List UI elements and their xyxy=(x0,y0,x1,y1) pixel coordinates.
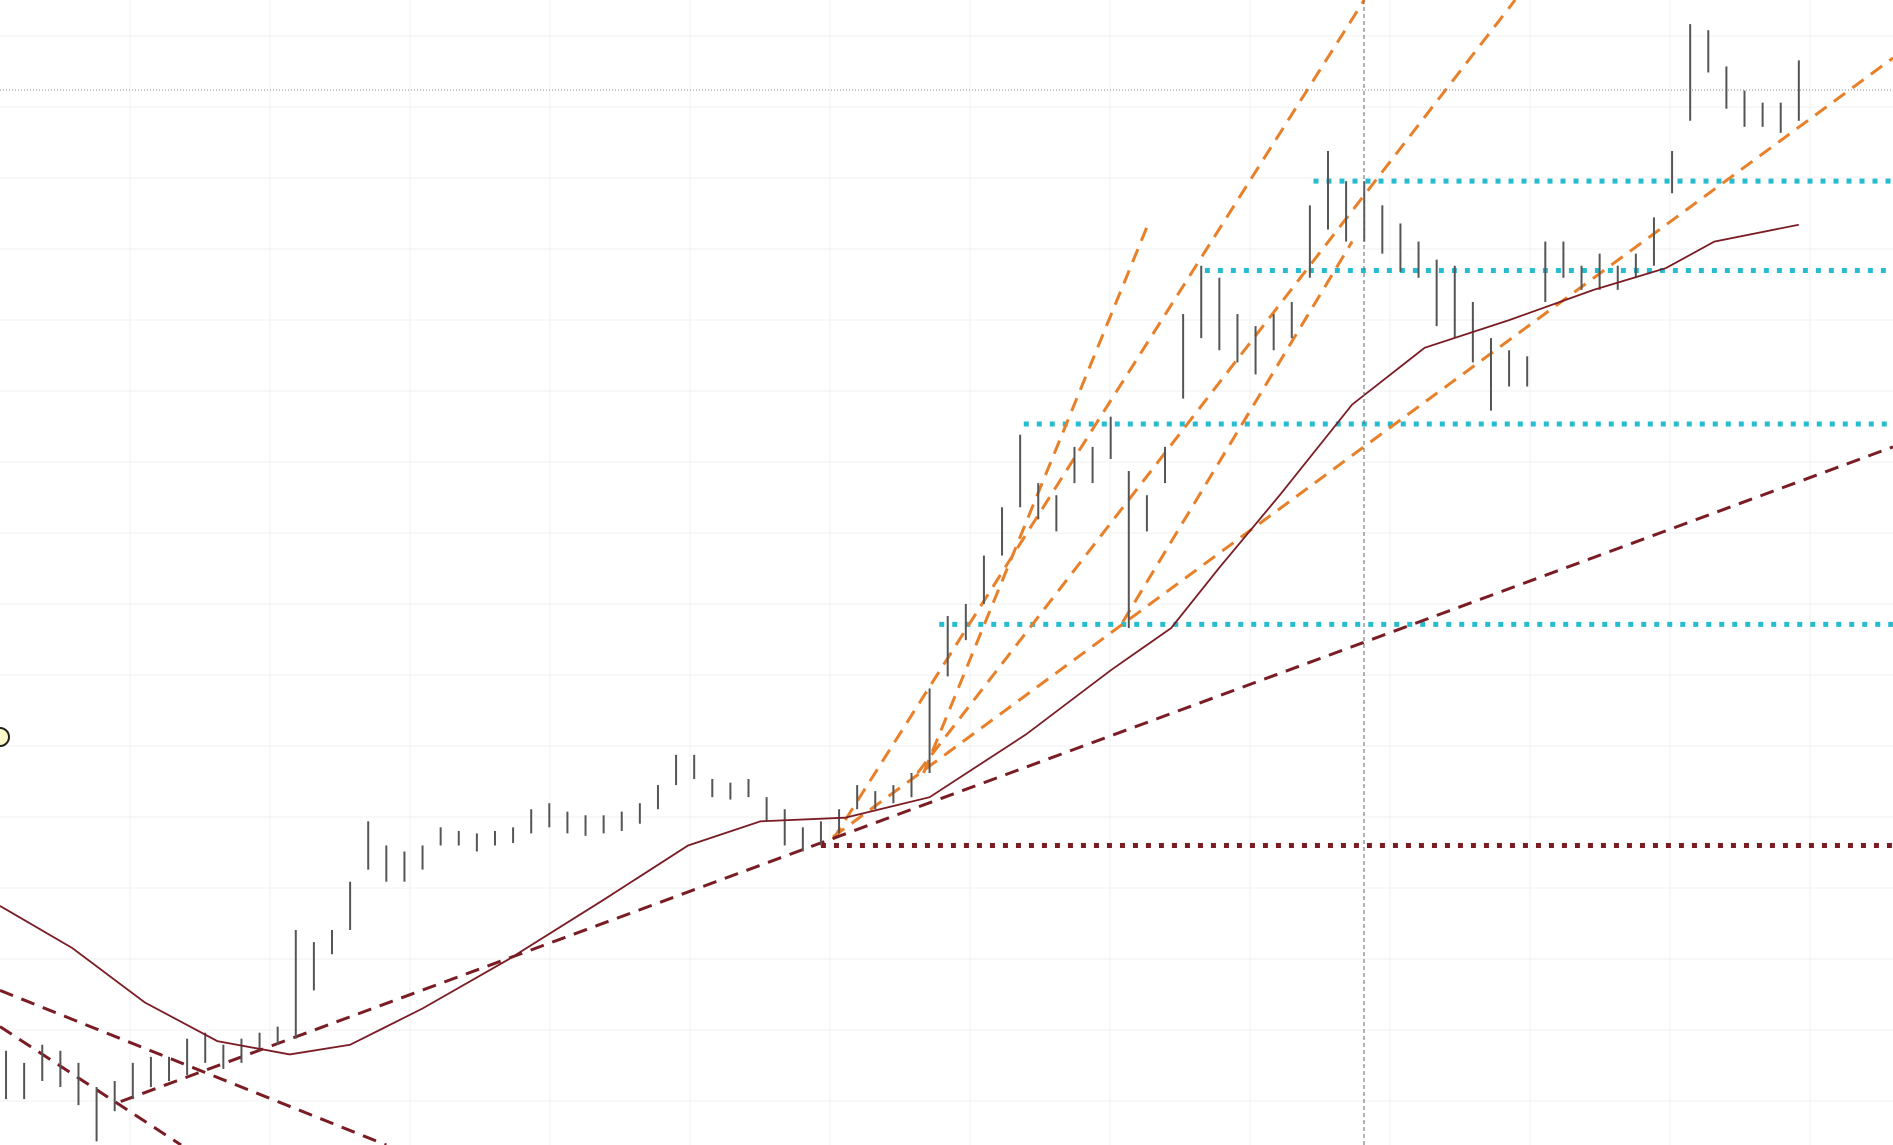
marker[interactable] xyxy=(0,727,10,747)
trend-line xyxy=(916,0,1517,774)
trend-line xyxy=(120,445,1893,1103)
trend-line xyxy=(922,226,1149,774)
trend-line xyxy=(0,1025,182,1145)
trend-line xyxy=(0,989,387,1145)
moving-average xyxy=(0,223,1799,1056)
trend-line xyxy=(832,56,1893,839)
trend-line xyxy=(1121,240,1354,623)
trend-line xyxy=(831,0,1366,841)
